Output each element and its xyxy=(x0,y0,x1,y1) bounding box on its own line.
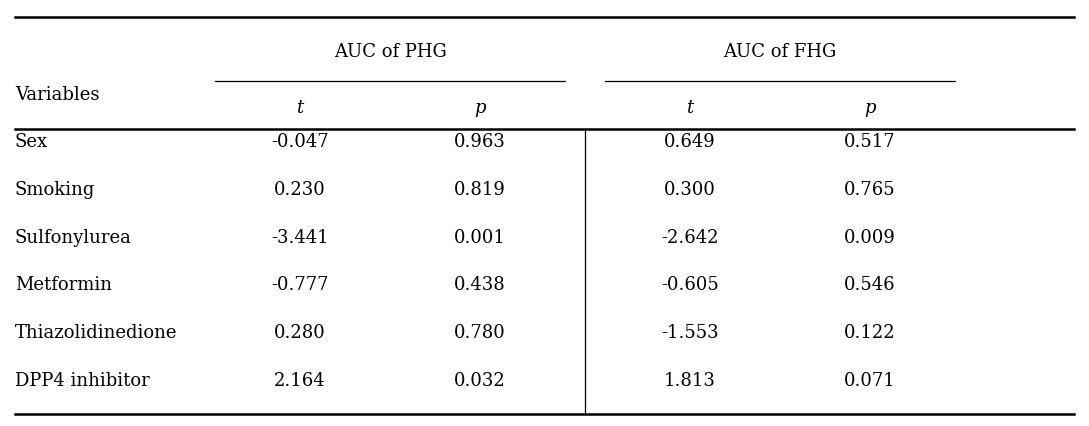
Text: 0.300: 0.300 xyxy=(664,180,715,199)
Text: 0.032: 0.032 xyxy=(454,371,506,389)
Text: -1.553: -1.553 xyxy=(661,323,719,342)
Text: 0.438: 0.438 xyxy=(454,276,506,294)
Text: p: p xyxy=(474,99,486,117)
Text: 0.280: 0.280 xyxy=(274,323,326,342)
Text: Thiazolidinedione: Thiazolidinedione xyxy=(15,323,178,342)
Text: 0.963: 0.963 xyxy=(454,132,506,151)
Text: 1.813: 1.813 xyxy=(664,371,715,389)
Text: 0.765: 0.765 xyxy=(844,180,896,199)
Text: Metformin: Metformin xyxy=(15,276,112,294)
Text: Sex: Sex xyxy=(15,132,48,151)
Text: 0.517: 0.517 xyxy=(844,132,896,151)
Text: 0.071: 0.071 xyxy=(844,371,896,389)
Text: 0.819: 0.819 xyxy=(454,180,506,199)
Text: 0.649: 0.649 xyxy=(664,132,715,151)
Text: DPP4 inhibitor: DPP4 inhibitor xyxy=(15,371,150,389)
Text: 0.122: 0.122 xyxy=(844,323,896,342)
Text: -0.777: -0.777 xyxy=(271,276,329,294)
Text: -2.642: -2.642 xyxy=(661,228,719,246)
Text: 0.230: 0.230 xyxy=(274,180,326,199)
Text: t: t xyxy=(686,99,694,117)
Text: -0.047: -0.047 xyxy=(271,132,329,151)
Text: 0.009: 0.009 xyxy=(844,228,896,246)
Text: 0.001: 0.001 xyxy=(454,228,506,246)
Text: t: t xyxy=(296,99,304,117)
Text: -0.605: -0.605 xyxy=(661,276,719,294)
Text: Sulfonylurea: Sulfonylurea xyxy=(15,228,132,246)
Text: 2.164: 2.164 xyxy=(274,371,326,389)
Text: Variables: Variables xyxy=(15,86,99,104)
Text: AUC of FHG: AUC of FHG xyxy=(723,43,836,61)
Text: 0.780: 0.780 xyxy=(454,323,506,342)
Text: AUC of PHG: AUC of PHG xyxy=(333,43,446,61)
Text: -3.441: -3.441 xyxy=(271,228,329,246)
Text: p: p xyxy=(865,99,876,117)
Text: Smoking: Smoking xyxy=(15,180,96,199)
Text: 0.546: 0.546 xyxy=(844,276,896,294)
